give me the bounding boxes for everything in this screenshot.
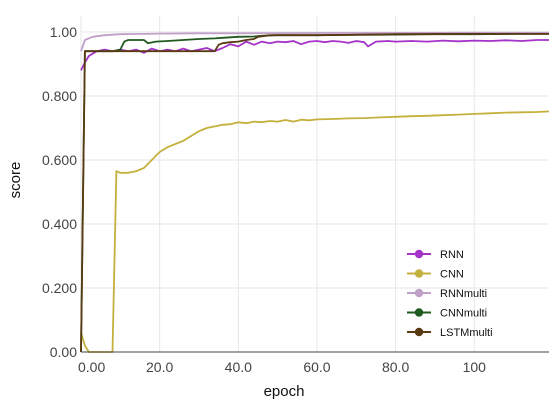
x-tick-label: 100: [463, 359, 487, 375]
x-tick-label: 80.0: [382, 359, 409, 375]
y-tick-label: 0.00: [50, 344, 77, 360]
legend-marker: [414, 308, 424, 317]
grid-lines: [80, 16, 549, 353]
series-lines: [80, 31, 550, 353]
legend: RNN CNN RNNmulti CNNmulti LSTMmulti: [407, 249, 493, 339]
series-line-rnn: [80, 39, 549, 71]
y-tick-label: 0.600: [42, 152, 77, 168]
x-tick-label: 60.0: [303, 359, 330, 375]
y-tick-label: 1.00: [50, 24, 77, 40]
x-axis-title: epoch: [264, 383, 305, 400]
y-tick-label: 0.800: [42, 88, 77, 104]
series-line-cnn: [80, 110, 550, 353]
y-axis-title: score: [7, 162, 24, 199]
series-line-cnnmulti: [80, 33, 549, 353]
series-line-lstmmulti: [80, 33, 549, 353]
legend-label: RNN: [440, 249, 464, 261]
legend-label: LSTMmulti: [440, 327, 493, 339]
legend-marker: [414, 269, 424, 278]
series-line-rnnmulti: [80, 31, 549, 52]
legend-label: CNN: [440, 269, 464, 281]
legend-marker: [414, 249, 424, 259]
legend-label: RNNmulti: [440, 288, 487, 300]
x-tick-label: 0.00: [78, 359, 105, 375]
y-tick-label: 0.200: [42, 280, 77, 296]
x-tick-label: 40.0: [225, 359, 252, 375]
legend-label: CNNmulti: [440, 308, 487, 320]
axes: 0.00 0.200 0.400 0.600 0.800 1.00 0.00 20.0 40.0…: [42, 24, 549, 375]
legend-marker: [414, 327, 424, 337]
x-tick-label: 20.0: [146, 359, 173, 375]
legend-marker: [414, 288, 424, 298]
y-tick-label: 0.400: [42, 216, 77, 232]
